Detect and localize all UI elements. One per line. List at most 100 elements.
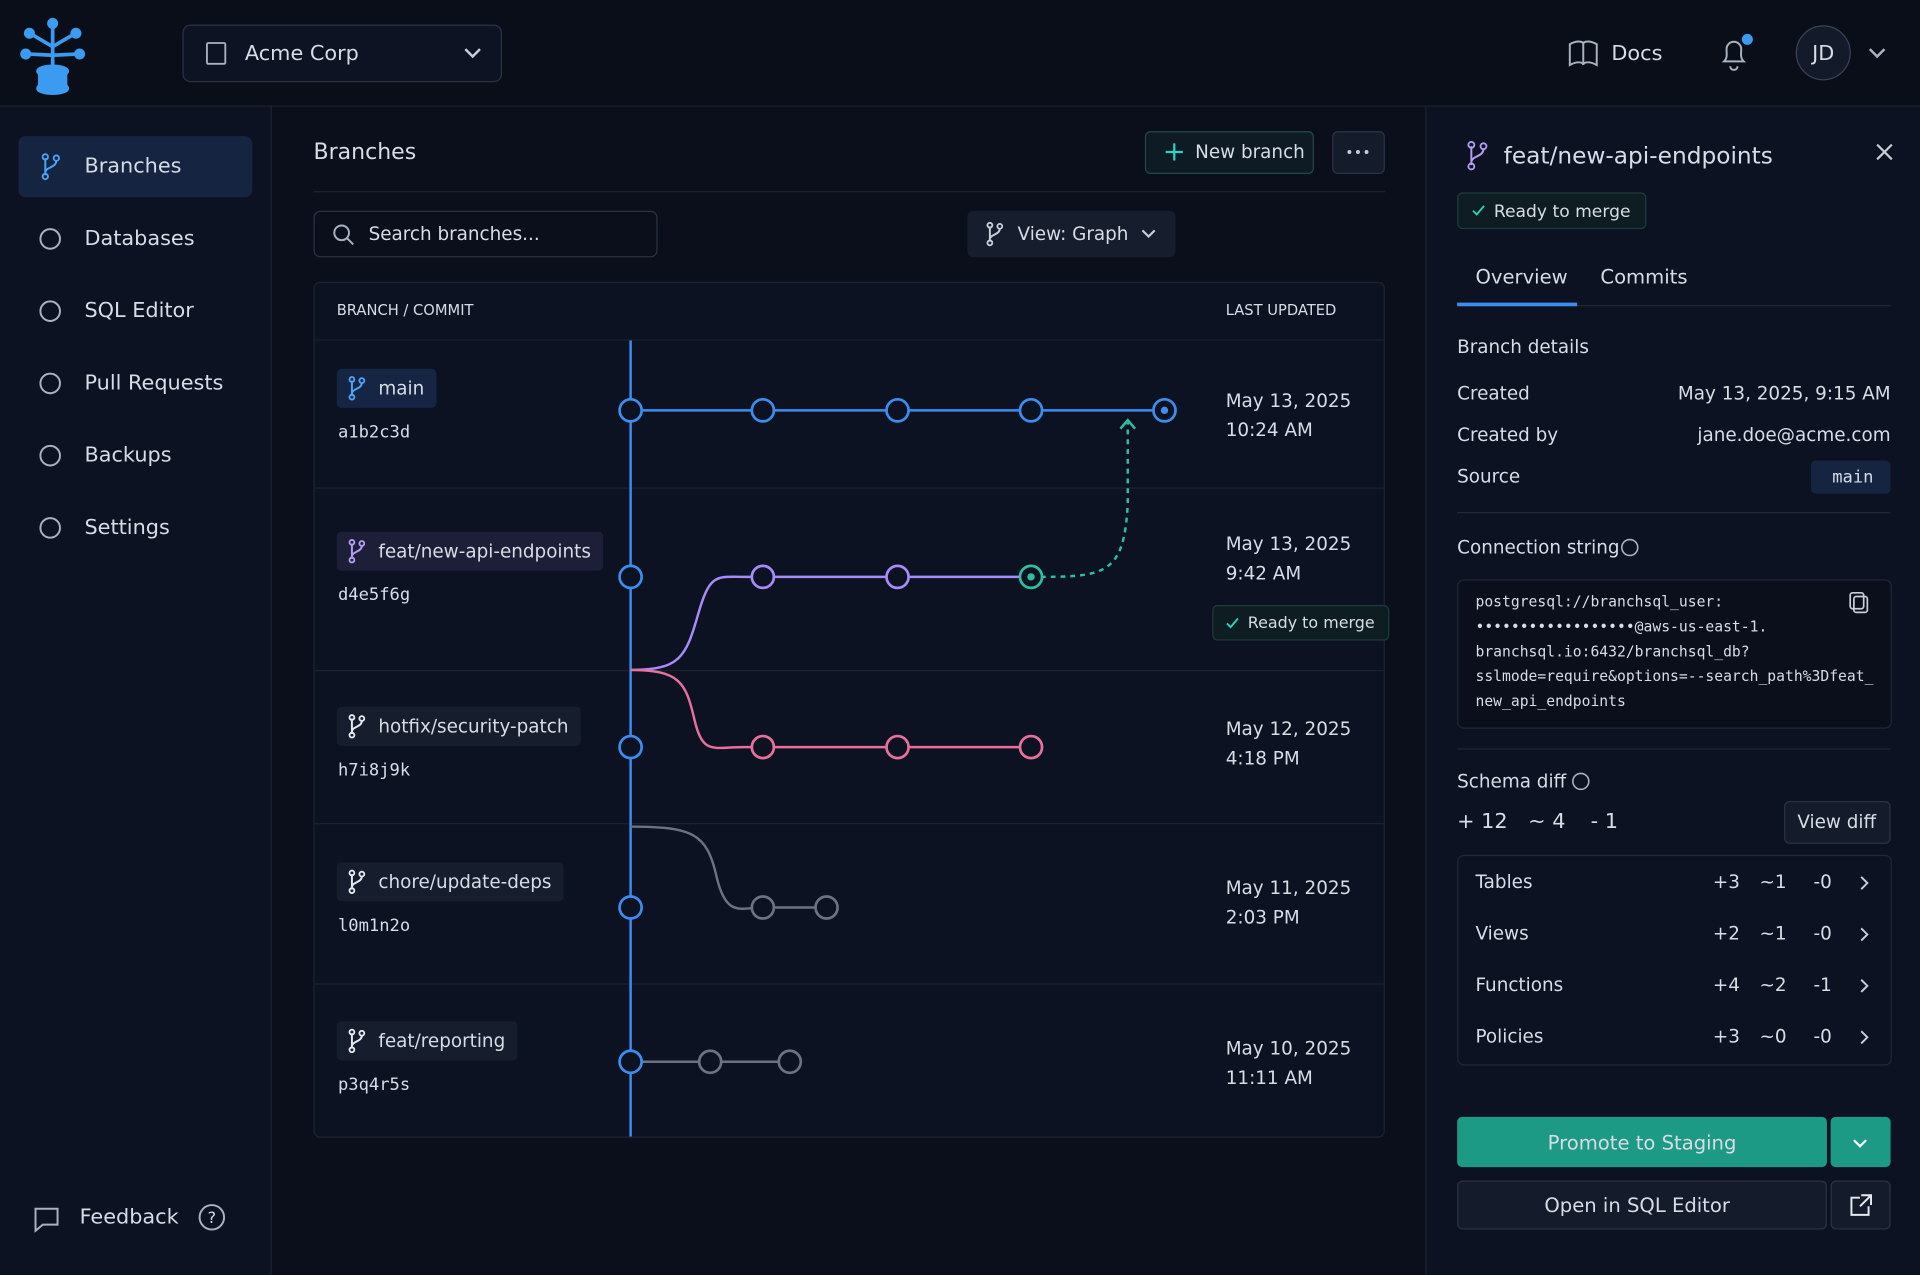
connection-line: sslmode=require&options=--search_path%3D… (1476, 668, 1874, 685)
graph-node (1018, 397, 1044, 423)
schema-added: +2 (1713, 923, 1740, 944)
avatar-initials: JD (1810, 41, 1834, 65)
merge-arrowhead (1119, 418, 1137, 430)
detail-value: jane.doe@acme.com (1696, 425, 1890, 446)
search-placeholder: Search branches... (369, 224, 540, 245)
branch-chip[interactable] (336, 862, 564, 902)
branch-icon-dot (348, 1028, 356, 1036)
external-icon (1850, 1194, 1872, 1216)
branch-chip[interactable] (336, 531, 604, 571)
graph-node (618, 397, 643, 423)
graph-node (777, 1049, 803, 1075)
copy-icon[interactable] (1853, 595, 1869, 614)
schema-modified: ~1 (1759, 923, 1786, 944)
graph-node (618, 734, 643, 760)
branch-icon (350, 1033, 363, 1049)
chevron (464, 48, 481, 59)
promote-menu[interactable] (1830, 1116, 1891, 1168)
panel-title: feat/new-api-endpoints (1504, 142, 1773, 169)
connection-line: ••••••••••••••••••@aws-us-east-1. (1476, 618, 1768, 635)
open-sql-label: Open in SQL Editor (1544, 1194, 1730, 1217)
graph-node (885, 734, 910, 760)
section-title: Schema diff (1457, 772, 1566, 793)
graph-node (618, 895, 643, 920)
nav-icon (39, 517, 61, 539)
schema-row-name: Tables (1475, 872, 1533, 893)
sidebar (0, 106, 271, 1275)
detail-label: Source (1457, 467, 1520, 488)
branch-icon-dot (348, 869, 356, 877)
updated-date: May 13, 2025 (1226, 391, 1352, 412)
row-chevron (1860, 1030, 1869, 1045)
updated-date: May 10, 2025 (1226, 1039, 1352, 1060)
nav-item: Settings (84, 515, 169, 539)
nav-icon (39, 444, 61, 467)
merge-arrow (1031, 422, 1129, 579)
nav-item: Pull Requests (84, 370, 223, 394)
graph-node (750, 564, 776, 590)
page-title: Branches (313, 140, 416, 165)
check-icon (1226, 617, 1239, 629)
feedback-link: Feedback (80, 1204, 179, 1228)
branch-chip[interactable] (336, 706, 581, 746)
commit-hash: l0m1n2o (338, 916, 410, 936)
commit-hash: a1b2c3d (338, 422, 410, 442)
plus-icon (1165, 143, 1183, 161)
nav-item: SQL Editor (84, 298, 194, 322)
graph-node (618, 564, 643, 590)
graph-edge (630, 575, 1032, 672)
avatar[interactable] (1795, 25, 1851, 81)
close-icon (1876, 143, 1893, 161)
more-dot (1364, 150, 1369, 154)
schema-removed: -0 (1814, 872, 1832, 893)
chevron (1853, 1139, 1867, 1148)
branch-table (313, 281, 1385, 1138)
updated-time: 10:24 AM (1226, 420, 1313, 441)
diff-removed: - 1 (1591, 809, 1618, 833)
docs-link: Docs (1611, 41, 1662, 65)
connection-line: new_api_endpoints (1476, 693, 1626, 710)
schema-removed: -1 (1814, 975, 1832, 996)
chevron (1141, 229, 1156, 239)
graph-node (1018, 734, 1044, 760)
branch-chip[interactable] (336, 1021, 518, 1061)
view-selector[interactable] (967, 210, 1176, 258)
search-box[interactable] (313, 210, 658, 258)
diff-modified: ~ 4 (1528, 809, 1565, 833)
section-title: Branch details (1457, 337, 1589, 358)
branch-icon-dot (41, 153, 49, 161)
info-icon (1572, 772, 1590, 791)
promote-button[interactable] (1457, 1116, 1827, 1168)
updated-time: 9:42 AM (1226, 563, 1301, 584)
schema-modified: ~0 (1759, 1026, 1786, 1047)
logo (20, 17, 86, 96)
new-branch-button[interactable] (1144, 131, 1314, 175)
tab: Commits (1600, 266, 1687, 289)
new-branch-label: New branch (1195, 142, 1305, 163)
help-icon[interactable] (198, 1204, 226, 1231)
branch-name: feat/reporting (378, 1031, 505, 1052)
branch-icon (988, 226, 1001, 242)
branch-icon-dot (358, 377, 366, 384)
branch-icon-dot (348, 1046, 356, 1054)
graph-node (885, 397, 910, 423)
branch-icon-dot (348, 539, 356, 546)
open-sql-button[interactable] (1457, 1180, 1827, 1230)
tab-active: Overview (1476, 266, 1568, 289)
branch-icon-dot (1467, 162, 1476, 171)
org-selector[interactable] (182, 24, 503, 83)
view-diff-button[interactable] (1784, 800, 1891, 844)
branch-icon-dot (986, 221, 994, 229)
detail-label: Created (1457, 383, 1530, 404)
status-badge (1457, 192, 1647, 230)
updated-time: 11:11 AM (1226, 1068, 1313, 1089)
graph-node (750, 397, 776, 423)
promote-label: Promote to Staging (1548, 1131, 1737, 1154)
status-badge-label: Ready to merge (1248, 613, 1375, 632)
updated-date: May 13, 2025 (1226, 534, 1352, 555)
branch-name: main (378, 379, 424, 400)
graph-node (885, 564, 910, 590)
updated-date: May 12, 2025 (1226, 719, 1352, 740)
nav-icon (39, 372, 61, 395)
